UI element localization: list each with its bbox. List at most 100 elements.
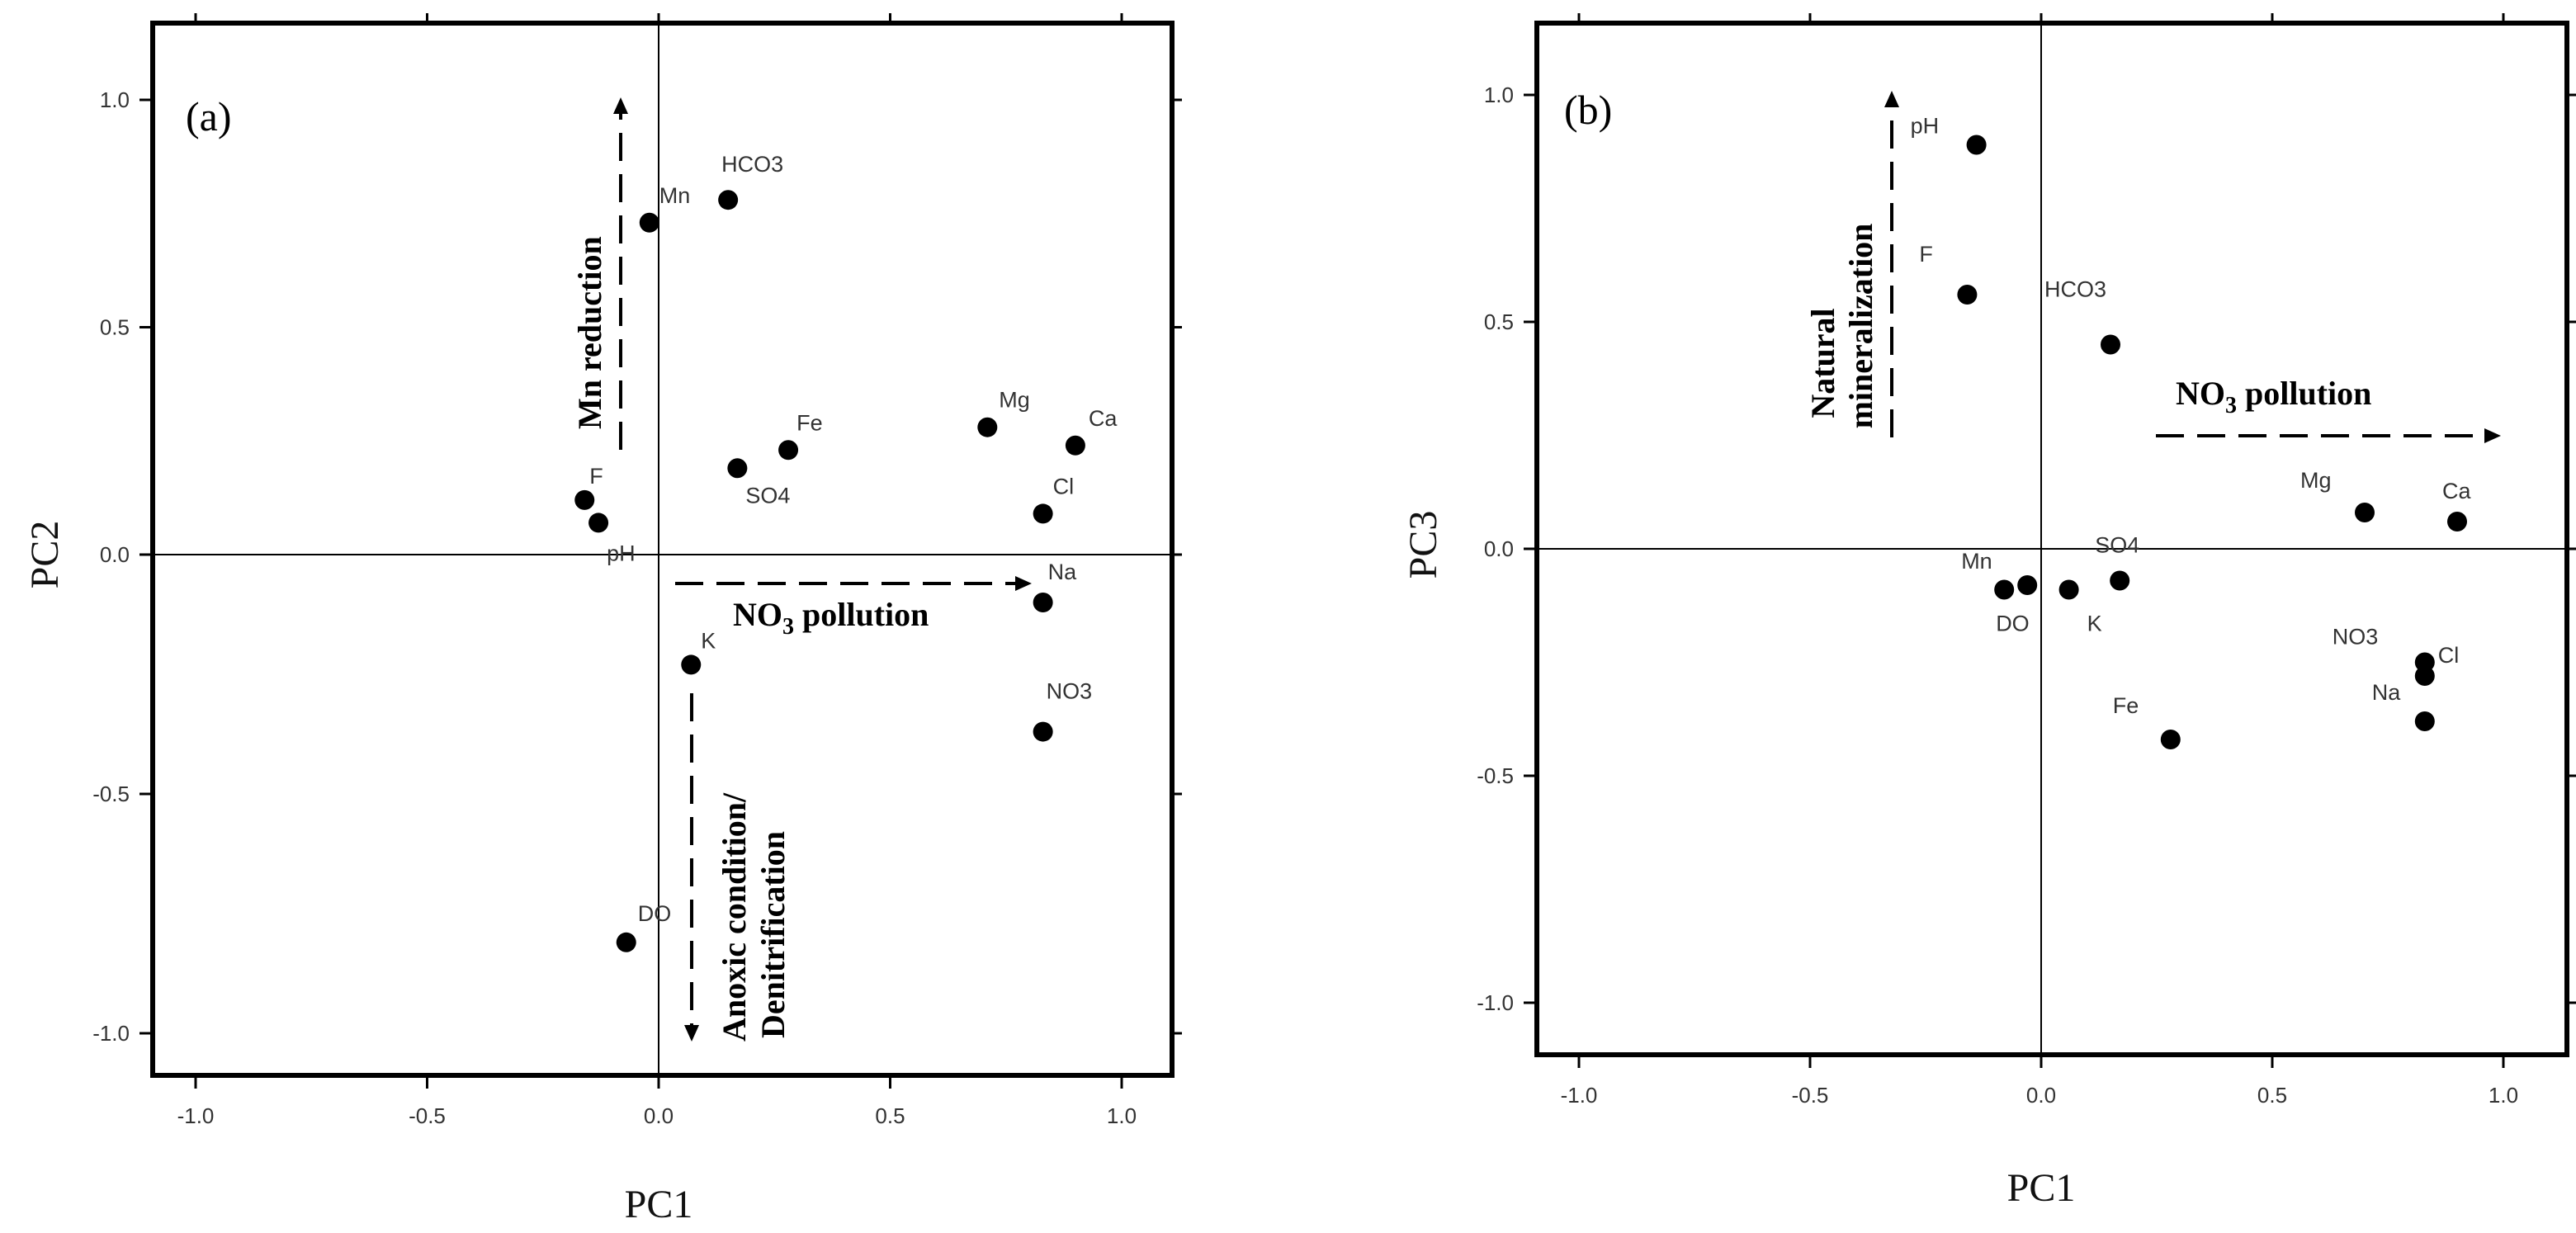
panel-a-point-hco3 (718, 190, 739, 210)
panel-b-point-label-no3: NO3 (2333, 625, 2379, 650)
panel-b-natural-arrowhead (1884, 91, 1899, 107)
panel-b-xtick-label: 0.5 (2257, 1083, 2287, 1108)
panel-b-point-label-f: F (1919, 242, 1933, 267)
panel-a: -1.0 -0.5 0.0 0.5 1.0 -1.0 -0.5 0.0 0.5 1.0 HCO3 M… (23, 13, 1182, 1226)
panel-a-ytick-label: 0.0 (100, 542, 130, 567)
panel-b-no3-arrowhead (2484, 428, 2501, 443)
panel-b-point-do (1994, 579, 2015, 600)
panel-b-point-k (2058, 579, 2079, 600)
panel-a-point-mn (639, 212, 659, 233)
panel-b-label: (b) (1564, 87, 1612, 133)
panel-a-point-ca (1065, 435, 1085, 456)
panel-b-no3-label: NO3 pollution (2176, 375, 2371, 418)
panel-b-points: pH F HCO3 Mg Ca SO4 Mn DO K NO3 Cl Na Fe (1911, 114, 2471, 749)
panel-a-point-mg (977, 417, 998, 437)
panel-b-ylabel: PC3 (1401, 511, 1445, 579)
panel-b-no3-rest: pollution (2237, 375, 2371, 412)
panel-a-point-no3 (1033, 721, 1053, 742)
panel-b-point-label-cl: Cl (2438, 643, 2460, 668)
panel-a-points: HCO3 Mn Mg Ca Fe SO4 FpH Cl Na K NO3 DO (574, 152, 1118, 952)
panel-a-anoxic-label: Anoxic condition/ (716, 792, 753, 1042)
panel-a-point-label-ph: pH (607, 541, 636, 565)
panel-b-point-mg (2355, 503, 2375, 522)
panel-a-point-label-hco3: HCO3 (721, 152, 783, 177)
panel-a-point-do (616, 932, 636, 952)
panel-a-point-so4 (727, 458, 748, 479)
panel-a-no3-label: NO3 pollution (733, 596, 929, 640)
panel-b-point-label-k: K (2087, 612, 2102, 636)
panel-a-point-label-fe: Fe (796, 410, 823, 435)
panel-a-point-ph (588, 513, 609, 533)
panel-a-point-label-f: F (589, 464, 603, 489)
panel-b-point-ca (2447, 512, 2467, 531)
panel-b-xlabel: PC1 (2007, 1166, 2076, 1210)
panel-b-xtick-label: 0.0 (2026, 1083, 2056, 1108)
panel-b-point-label-na: Na (2372, 680, 2401, 705)
panel-b-point-f (1957, 285, 1978, 305)
panel-b-point-fe (2160, 730, 2181, 749)
panel-a-frame (150, 21, 1175, 1078)
panel-a-point-label-mg: Mg (999, 388, 1030, 413)
panel-b-point-label-fe: Fe (2113, 693, 2139, 718)
panel-b-no3-sub: 3 (2225, 393, 2237, 418)
panel-b-point-mn (2017, 575, 2038, 595)
panel-b-ytick-label: 0.0 (1484, 536, 1514, 561)
panel-b-xtick-label: 1.0 (2489, 1083, 2518, 1108)
panel-a-mn-reduction-label: Mn reduction (571, 236, 608, 429)
panel-b-ytick-label: 0.5 (1484, 309, 1514, 334)
panel-a-mn-reduction-arrowhead (613, 97, 628, 114)
panel-a-point-cl (1033, 503, 1053, 524)
panel-a-no3-rest: pollution (794, 596, 929, 633)
panel-a-label: (a) (186, 93, 232, 139)
panel-a-point-label-no3: NO3 (1047, 679, 1093, 704)
panel-a-point-k (681, 654, 702, 675)
panel-b-point-label-mg: Mg (2300, 468, 2332, 493)
panel-a-xtick-label: 0.5 (875, 1103, 905, 1128)
panel-b-mineralization-label: mineralization (1842, 224, 1879, 429)
panel-a-xtick-label: 1.0 (1107, 1103, 1137, 1128)
panel-a-xtick-label: -1.0 (177, 1103, 215, 1128)
panel-a-ytick-label: 0.5 (100, 315, 130, 340)
panel-b-point-label-mn: Mn (1961, 549, 1992, 574)
panel-a-point-label-ca: Ca (1089, 406, 1118, 431)
panel-b-point-hco3 (2101, 334, 2120, 355)
panel-a-point-fe (778, 440, 799, 461)
panel-b-point-label-ph: pH (1911, 114, 1940, 139)
panel-b-ticks: -1.0 -0.5 0.0 0.5 1.0 -1.0 -0.5 0.0 0.5 1.0 (1477, 13, 2576, 1108)
panel-a-point-label-mn: Mn (659, 183, 691, 208)
panel-a-xlabel: PC1 (625, 1183, 693, 1226)
panel-a-ytick-label: -0.5 (92, 782, 130, 806)
panel-b-frame (1534, 21, 2569, 1057)
panel-b-point-so4 (2110, 570, 2130, 591)
panel-b-xtick-label: -0.5 (1792, 1083, 1829, 1108)
panel-b-point-label-do: DO (1996, 612, 2030, 636)
panel-b-point-label-so4: SO4 (2095, 533, 2139, 558)
panel-a-denitrification-label: Denitrification (754, 831, 792, 1038)
panel-a-ticks: -1.0 -0.5 0.0 0.5 1.0 -1.0 -0.5 0.0 0.5 1.0 (92, 13, 1182, 1128)
panel-b-point-label-hco3: HCO3 (2044, 277, 2106, 302)
panel-b-point-na (2414, 711, 2435, 731)
panel-a-point-label-na: Na (1048, 560, 1077, 584)
panel-a-point-label-cl: Cl (1053, 474, 1075, 498)
panel-b-natural-label: Natural (1804, 308, 1841, 418)
panel-a-ytick-label: 1.0 (100, 87, 130, 112)
panel-b-xtick-label: -1.0 (1561, 1083, 1598, 1108)
panel-a-no3-main: NO (733, 596, 782, 633)
panel-b-point-ph (1966, 135, 1987, 155)
panel-b-ytick-label: 1.0 (1484, 83, 1514, 107)
panel-a-ytick-label: -1.0 (92, 1021, 130, 1046)
panel-a-anoxic-arrowhead (684, 1025, 699, 1042)
panel-a-point-f (574, 489, 595, 510)
panel-a-point-na (1033, 593, 1053, 612)
panel-a-xtick-label: 0.0 (644, 1103, 674, 1128)
panel-b-point-cl (2414, 666, 2435, 686)
panel-a-no3-arrowhead (1015, 576, 1032, 591)
panel-a-ylabel: PC2 (23, 521, 67, 589)
panel-b-point-label-ca: Ca (2442, 479, 2471, 503)
panel-a-xtick-label: -0.5 (409, 1103, 446, 1128)
panel-b: -1.0 -0.5 0.0 0.5 1.0 -1.0 -0.5 0.0 0.5 1.0 pH F HC… (1401, 13, 2576, 1210)
panel-b-ytick-label: -0.5 (1477, 763, 1514, 788)
panel-a-point-label-so4: SO4 (745, 483, 790, 508)
panel-a-no3-sub: 3 (782, 614, 794, 640)
